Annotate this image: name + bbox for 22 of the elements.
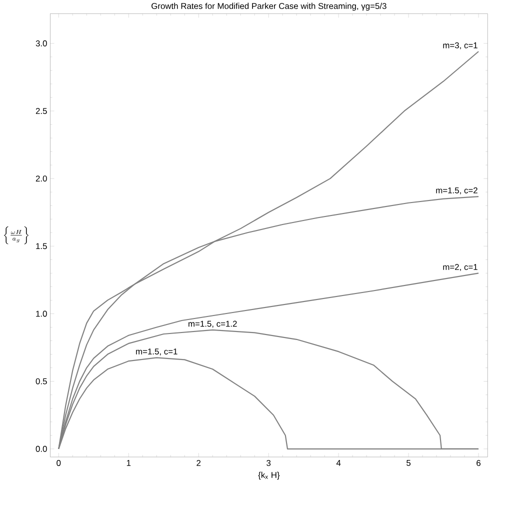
y-tick-label: 2.0	[36, 175, 47, 182]
x-axis-title: {k$_{x}$ H}	[258, 472, 280, 480]
series-label: m=1.5, c=2	[436, 187, 478, 194]
y-tick-label: 0.0	[36, 446, 47, 452]
y-tick-label: 1.0	[36, 310, 47, 317]
y-tick-label: 3.0	[36, 40, 47, 46]
y-tick-label: 0.5	[36, 378, 47, 384]
x-tick-label: 5	[406, 460, 411, 466]
chart-title: Growth Rates for Modified Parker Case with Streaming, γg=5/3	[152, 2, 386, 10]
x-tick-label: 4	[336, 460, 341, 466]
x-tick-label: 0	[56, 460, 61, 466]
x-tick-label: 1	[126, 460, 131, 466]
y-tick-label: 2.5	[36, 108, 47, 114]
y-axis-title: $\left\{\frac{\omega H}{a_g}\right\}$	[4, 226, 29, 244]
series-label: m=1.5, c=1	[136, 348, 178, 356]
x-tick-label: 3	[266, 460, 271, 466]
series-label: m=2, c=1	[443, 264, 478, 271]
x-tick-label: 2	[196, 460, 201, 466]
series-label: m=1.5, c=1.2	[188, 320, 237, 328]
series-label: m=3, c=1	[443, 42, 478, 50]
x-tick-label: 6	[476, 460, 481, 466]
y-tick-label: 1.5	[36, 242, 47, 249]
